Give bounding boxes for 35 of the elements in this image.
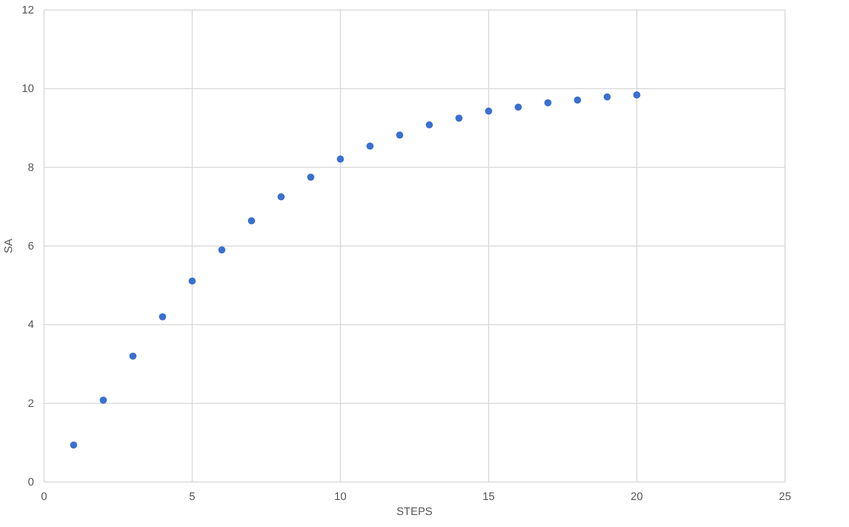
point	[366, 142, 374, 150]
y-tick-label: 2	[28, 398, 34, 410]
point	[633, 91, 640, 99]
y-tick-label: 0	[28, 476, 34, 489]
point	[188, 277, 196, 285]
x-axis-title: STEPS	[396, 506, 433, 518]
y-tick-label: 6	[28, 240, 34, 253]
x-tick-label: 10	[334, 490, 347, 503]
point	[396, 132, 404, 139]
point	[158, 313, 166, 320]
point	[426, 121, 433, 128]
y-tick-label: 8	[28, 162, 34, 174]
y-tick-label: 4	[28, 319, 34, 332]
x-tick-label: 0	[40, 490, 48, 503]
y-axis-title: SA	[3, 238, 15, 254]
point	[514, 104, 522, 111]
point	[70, 441, 78, 449]
point	[455, 114, 463, 122]
x-tick-label: 15	[482, 490, 495, 503]
point	[307, 174, 314, 181]
point	[248, 217, 256, 224]
x-tick-label: 20	[630, 490, 643, 503]
point	[544, 99, 552, 106]
point	[604, 93, 611, 100]
x-tick-label: 5	[189, 490, 196, 503]
point	[129, 352, 136, 360]
point	[336, 156, 344, 163]
point	[574, 96, 582, 104]
y-tick-label: 12	[22, 4, 34, 17]
y-tick-label: 10	[22, 83, 34, 96]
point	[278, 193, 285, 200]
point	[485, 108, 492, 115]
x-tick-label: 25	[778, 490, 792, 503]
point	[100, 396, 107, 404]
point	[218, 246, 226, 254]
